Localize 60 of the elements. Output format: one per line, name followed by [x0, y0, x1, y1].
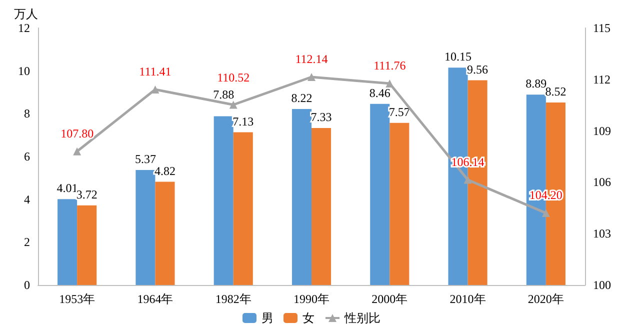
- point: [464, 176, 472, 184]
- bar: [292, 108, 312, 285]
- data-label: 3.72: [76, 187, 98, 202]
- y2-tick-label: 103: [593, 226, 611, 241]
- x-tick-label: 1990年: [294, 292, 330, 306]
- bar: [370, 104, 390, 285]
- data-label: 7.88: [213, 87, 234, 102]
- bar: [77, 205, 97, 285]
- data-label: 9.56: [467, 62, 488, 76]
- data-label: 10.15: [444, 50, 472, 64]
- data-label: 112.14: [295, 52, 328, 66]
- data-label: 110.52: [217, 70, 250, 84]
- data-label: 107.80: [60, 126, 94, 140]
- data-label: 5.37: [134, 152, 156, 166]
- x-tick-label: 1953年: [59, 292, 96, 306]
- y-tick-label: 0: [24, 278, 30, 292]
- y-tick-label: 2: [24, 235, 30, 250]
- data-label: 4.82: [154, 164, 176, 178]
- y2-tick-label: 106: [593, 175, 611, 190]
- x-tick-label: 1982年: [215, 292, 252, 306]
- y2-tick-label: 115: [593, 21, 611, 35]
- data-label: 111.41: [139, 64, 172, 79]
- y2-tick-label: 100: [593, 278, 611, 292]
- y-axis-title: 万人: [14, 7, 38, 21]
- bar: [312, 128, 332, 285]
- data-label: 8.52: [545, 84, 566, 99]
- data-label: 8.46: [369, 86, 390, 100]
- legend-label: 女: [302, 311, 314, 325]
- y-tick-label: 8: [24, 106, 30, 121]
- data-label: 7.13: [232, 114, 254, 128]
- bar: [233, 132, 253, 285]
- point: [386, 80, 394, 88]
- legend-label: 男: [262, 311, 274, 325]
- x-tick-label: 1964年: [137, 292, 174, 306]
- y-tick-label: 12: [18, 21, 30, 35]
- data-label: 7.33: [310, 110, 332, 124]
- x-tick-label: 2020年: [528, 292, 564, 306]
- y-tick-label: 6: [24, 150, 30, 164]
- bar: [390, 122, 410, 285]
- data-label: 8.89: [526, 76, 547, 91]
- x-tick-label: 2010年: [450, 292, 486, 306]
- data-label: 8.22: [291, 90, 312, 105]
- y-tick-label: 4: [24, 192, 30, 206]
- legend-label: 性别比: [344, 311, 380, 325]
- y2-tick-label: 109: [593, 124, 611, 138]
- point: [229, 100, 238, 109]
- point: [308, 73, 316, 81]
- data-label: 111.76: [374, 58, 406, 73]
- y2-tick-label: 112: [593, 72, 611, 86]
- bar: [136, 170, 156, 285]
- bar: [155, 182, 175, 285]
- point: [542, 209, 550, 218]
- bar: [214, 116, 234, 285]
- point: [73, 147, 82, 156]
- data-label: 7.57: [388, 104, 410, 119]
- x-tick-label: 2000年: [372, 292, 408, 306]
- bar: [58, 199, 78, 285]
- data-label: 4.01: [56, 181, 78, 196]
- point: [151, 86, 160, 94]
- y-tick-label: 10: [18, 64, 30, 78]
